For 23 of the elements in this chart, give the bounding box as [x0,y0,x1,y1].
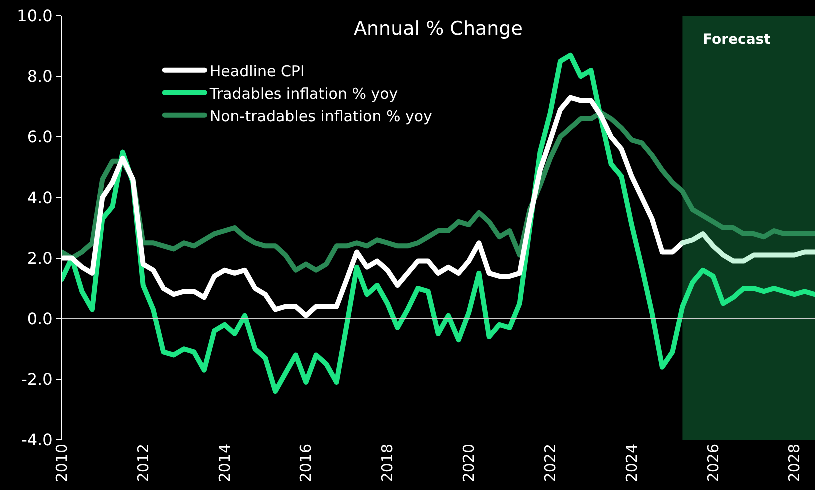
y-tick-label: 2.0 [27,248,53,268]
legend-label: Tradables inflation % yoy [208,84,398,103]
x-tick-label: 2018 [378,444,397,482]
y-tick-label: 0.0 [27,309,53,328]
chart-title: Annual % Change [354,18,523,40]
x-tick-label: 2020 [460,444,478,482]
y-tick-label: 10.0 [17,6,53,26]
x-tick-label: 2014 [216,444,234,482]
y-tick-label: -2.0 [22,370,53,390]
x-tick-label: 2028 [786,444,804,482]
y-tick-label: 4.0 [27,188,53,208]
legend-label: Non-tradables inflation % yoy [210,107,433,126]
y-tick-label: -4.0 [22,430,53,450]
y-tick-label: 8.0 [27,67,53,86]
x-tick-label: 2026 [704,444,722,482]
y-tick-label: 6.0 [27,128,53,147]
x-tick-label: 2024 [622,444,641,482]
x-tick-label: 2022 [542,444,560,482]
band-label: Forecast [703,32,772,48]
legend-label: Headline CPI [210,62,305,80]
x-tick-label: 2012 [134,444,152,482]
x-tick-label: 2016 [297,444,316,482]
x-tick-label: 2010 [52,444,71,482]
